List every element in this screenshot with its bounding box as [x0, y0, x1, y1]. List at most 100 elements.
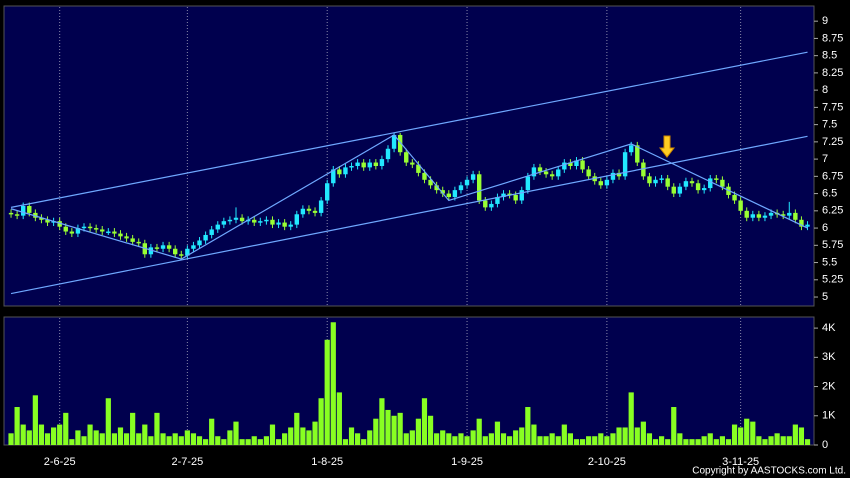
- candle-body: [750, 214, 755, 218]
- volume-bar: [184, 430, 190, 445]
- volume-bar: [263, 436, 269, 445]
- price-panel: [3, 5, 815, 307]
- volume-bar: [275, 439, 282, 445]
- volume-bar: [519, 427, 525, 445]
- volume-bar: [500, 433, 507, 445]
- candle-body: [574, 160, 579, 166]
- volume-bar: [348, 427, 355, 445]
- volume-bar: [123, 433, 130, 445]
- candle-body: [124, 236, 129, 239]
- candle-body: [75, 228, 81, 234]
- volume-bar: [342, 439, 349, 445]
- candle-body: [179, 254, 184, 256]
- candle-body: [361, 162, 366, 168]
- volume-bar: [373, 418, 379, 445]
- candle-body: [300, 208, 306, 215]
- volume-bar: [81, 436, 87, 445]
- volume-bar: [792, 424, 798, 445]
- candle-body: [8, 212, 14, 215]
- volume-bar: [367, 430, 373, 445]
- volume-bar: [652, 439, 659, 445]
- candle-body: [81, 226, 87, 229]
- y-tick-label: 5.25: [822, 274, 843, 286]
- candle-body: [294, 214, 299, 225]
- volume-bar: [251, 436, 257, 445]
- candle-body: [781, 214, 786, 216]
- volume-bar: [38, 424, 45, 445]
- candle-body: [276, 222, 281, 225]
- y-tick-label: 8.75: [822, 32, 843, 44]
- volume-bar: [494, 421, 501, 445]
- candle-body: [720, 179, 725, 187]
- volume-bar: [318, 398, 324, 445]
- volume-bar: [330, 322, 336, 445]
- candle-body: [428, 179, 433, 186]
- candle-body: [148, 247, 154, 255]
- candle-body: [647, 176, 652, 184]
- trend-line: [10, 135, 808, 295]
- volume-bar: [148, 436, 154, 445]
- y-tick-label: 9: [822, 15, 828, 27]
- candle-body: [446, 193, 451, 198]
- volume-bar: [397, 412, 403, 445]
- y-tick-label: 4K: [822, 322, 836, 334]
- volume-bar: [507, 436, 513, 445]
- candle-body: [635, 145, 640, 163]
- candle-body: [410, 162, 415, 165]
- volume-bar: [567, 433, 573, 445]
- volume-bar: [32, 395, 38, 445]
- volume-bar: [20, 424, 26, 445]
- candle-body: [513, 194, 518, 201]
- y-tick-label: 5: [822, 291, 828, 303]
- volume-bar: [768, 436, 774, 445]
- y-tick-label: 5.75: [822, 239, 843, 251]
- x-tick-label: 2-7-25: [171, 456, 203, 468]
- volume-bar: [166, 436, 172, 445]
- volume-bar: [543, 436, 549, 445]
- candle-body: [659, 178, 664, 180]
- volume-bar: [379, 398, 385, 445]
- volume-bar: [689, 439, 695, 445]
- candle-body: [616, 172, 622, 177]
- volume-bar: [14, 407, 20, 445]
- y-tick-label: 3K: [822, 351, 836, 363]
- volume-bar: [209, 418, 215, 445]
- plot-content: 2-6-25 2-7-25 1-8-25 1-9-25 2-10-25 3-11-25 5 5…: [8, 7, 843, 468]
- volume-bar: [409, 430, 415, 445]
- volume-bar: [178, 436, 184, 445]
- candle-body: [160, 245, 166, 249]
- candle-body: [549, 174, 555, 177]
- volume-bar: [640, 421, 646, 445]
- volume-bar: [434, 433, 440, 445]
- volume-bar: [470, 430, 476, 445]
- volume-bar: [464, 436, 470, 445]
- volume-bar: [111, 433, 117, 445]
- volume-bar: [69, 439, 75, 445]
- candle-body: [264, 219, 269, 222]
- x-tick-label: 3-11-25: [722, 456, 759, 468]
- volume-bar: [665, 439, 671, 445]
- x-tick-label: 1-9-25: [451, 456, 483, 468]
- candle-body: [695, 183, 701, 191]
- volume-bar: [269, 424, 276, 445]
- y-tick-label: 1K: [822, 410, 836, 422]
- y-tick-label: 6.5: [822, 187, 837, 199]
- y-tick-label: 8: [822, 84, 828, 96]
- volume-bar: [549, 433, 555, 445]
- volume-bar: [719, 436, 725, 445]
- volume-bar: [87, 424, 93, 445]
- candle-body: [641, 162, 646, 177]
- volume-bar: [93, 430, 99, 445]
- volume-bar: [476, 418, 482, 445]
- candle-body: [33, 212, 38, 218]
- volume-bar: [117, 427, 124, 445]
- candle-body: [355, 162, 360, 166]
- volume-bar: [598, 433, 604, 445]
- y-tick-label: 0: [822, 439, 828, 451]
- candle-body: [197, 240, 202, 246]
- y-tick-label: 7.5: [822, 119, 837, 131]
- volume-panel: [3, 316, 815, 446]
- candle-body: [604, 179, 610, 186]
- volume-bar: [105, 398, 111, 445]
- candle-body: [209, 229, 214, 235]
